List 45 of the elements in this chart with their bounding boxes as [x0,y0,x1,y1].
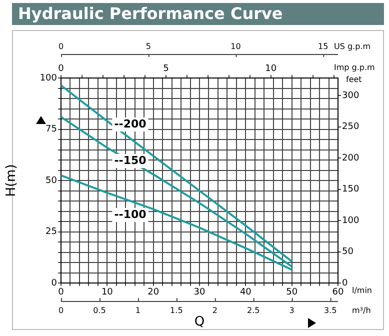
x-tick-label: 50 [286,288,298,298]
text: 1.5 [170,306,183,316]
x2-axis-title: Imp g.p.m [334,63,376,72]
text: l/min [352,286,372,296]
x-tick-label: 40 [240,288,252,298]
x-tick-label: 10 [101,288,114,298]
text: 15 [318,42,328,52]
y2-tick-label: 150 [342,184,360,195]
y2-axis-title: feet [346,75,362,84]
y-tick-label: 25 [46,227,57,238]
y-tick-label: 0 [51,278,58,288]
text: 3.5 [324,306,337,316]
text: 5 [146,42,151,52]
text: m³/h [352,306,371,316]
chart-title: Hydraulic Performance Curve [12,3,384,25]
y2-tick-label: 300 [342,90,360,101]
series-label: --150 [114,154,147,167]
y-axis-title: H(m) [4,164,20,197]
x-tick-label: 20 [148,288,160,298]
y2-tick-label: 250 [342,122,360,132]
text: 10 [230,42,241,52]
text: 0 [58,42,64,52]
series-label: --200 [114,117,147,130]
y-tick-label: 75 [46,124,57,135]
text: 1 [135,306,140,316]
text: 2.5 [246,306,260,316]
x-tick-label: 0 [58,288,64,298]
y2-tick-label: 0 [342,278,348,288]
x2-tick-label: 5 [163,64,169,74]
text: 0.5 [93,306,106,316]
text: 3 [289,306,294,316]
x-tick-label: 30 [194,288,206,298]
text: US g.p.m [334,42,371,52]
x-tick-label: 60 [332,288,344,298]
x2-tick-label: 0 [58,64,64,74]
x2-tick-label: 10 [265,64,277,74]
y2-tick-label: 100 [342,216,360,226]
text: 0 [58,306,64,316]
y-tick-label: 100 [40,73,58,84]
y2-tick-label: 50 [342,247,354,258]
text: 2 [212,306,218,316]
y-tick-label: 50 [46,176,58,186]
x-axis-title: Q [194,314,205,330]
y2-tick-label: 200 [342,153,360,164]
series-label: --100 [114,208,147,221]
